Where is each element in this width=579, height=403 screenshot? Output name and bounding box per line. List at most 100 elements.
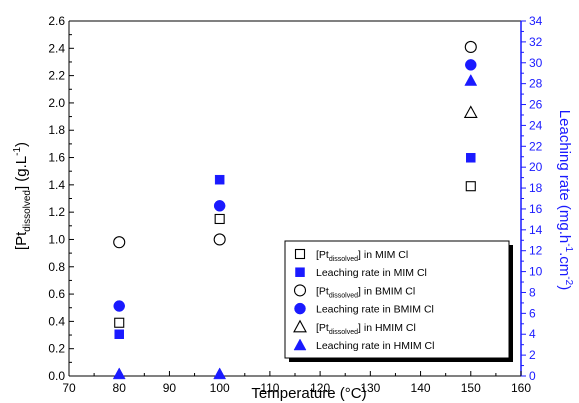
legend-marker xyxy=(294,248,306,260)
data-point xyxy=(213,200,226,212)
y-right-label-end: ) xyxy=(556,285,573,290)
series-6 xyxy=(112,73,478,380)
y-left-label-end: ) xyxy=(13,142,30,147)
y-left-tick-label: 2.0 xyxy=(48,96,65,110)
legend-label: [Ptdissolved] in MIM Cl xyxy=(316,249,408,263)
y-right-tick-label: 18 xyxy=(529,181,543,195)
legend-label-prefix: Leaching rate in HMIM Cl xyxy=(316,340,434,352)
x-tick-label: 70 xyxy=(62,381,76,395)
legend-marker xyxy=(293,338,307,351)
data-point xyxy=(464,40,477,53)
y-left-tick-label: 1.4 xyxy=(48,178,65,192)
legend-label-prefix: [Pt xyxy=(316,249,329,261)
legend-box xyxy=(284,240,510,359)
y-right-tick-label: 26 xyxy=(529,98,543,112)
legend-label-prefix: [Pt xyxy=(316,322,329,334)
y-right-tick-label: 20 xyxy=(529,160,543,174)
y-left-tick-label: 2.6 xyxy=(48,14,65,28)
y-right-tick-label: 0 xyxy=(529,369,536,383)
y-left-tick-label: 0.2 xyxy=(48,342,65,356)
x-tick-label: 130 xyxy=(360,381,380,395)
y-right-label-main: Leaching rate (mg.h xyxy=(556,110,573,243)
y-right-tick-label: 8 xyxy=(529,285,536,299)
x-tick-label: 80 xyxy=(113,381,127,395)
x-tick-label: 150 xyxy=(461,381,481,395)
y-left-tick-label: 0.6 xyxy=(48,287,65,301)
legend-label-prefix: Leaching rate in MIM Cl xyxy=(316,267,427,279)
legend-label-suffix: ] in MIM Cl xyxy=(358,249,408,261)
x-tick-label: 90 xyxy=(163,381,177,395)
legend-label-sub: dissolved xyxy=(329,292,358,299)
series-3 xyxy=(113,40,477,249)
ticks: 70 80 90 100 110 120 130 140 150 1600.00.20.40.60… xyxy=(48,14,542,395)
data-points xyxy=(112,40,478,380)
legend-marker xyxy=(293,319,307,333)
data-point xyxy=(114,317,125,328)
x-tick-label: 120 xyxy=(310,381,330,395)
data-point xyxy=(213,233,226,246)
y-right-tick-label: 14 xyxy=(529,223,543,237)
y-left-label-main: [Pt xyxy=(13,231,30,250)
x-tick-label: 140 xyxy=(411,381,431,395)
legend-marker xyxy=(294,302,306,315)
legend-label: Leaching rate in BMIM Cl xyxy=(316,304,434,316)
series-4 xyxy=(113,59,477,312)
y-left-tick-label: 0.8 xyxy=(48,260,65,274)
legend-label-sub: dissolved xyxy=(329,329,358,336)
y-right-tick-label: 32 xyxy=(529,35,543,49)
legend-marker xyxy=(293,284,307,297)
y-right-label-sup2: -2 xyxy=(563,276,574,285)
y-left-tick-label: 1.0 xyxy=(48,232,65,246)
data-point xyxy=(114,329,124,339)
data-point xyxy=(465,181,476,192)
legend-label-prefix: [Pt xyxy=(316,285,329,297)
y-right-tick-label: 12 xyxy=(529,244,543,258)
y-left-label-tail: ] (g.L xyxy=(13,156,30,190)
series-5 xyxy=(463,105,478,119)
x-tick-label: 160 xyxy=(511,381,531,395)
series-1 xyxy=(114,181,476,328)
legend-label: Leaching rate in MIM Cl xyxy=(316,267,427,279)
y-right-tick-label: 34 xyxy=(529,14,543,28)
series-2 xyxy=(114,153,476,339)
y-right-tick-label: 4 xyxy=(529,327,536,341)
data-point xyxy=(214,174,225,185)
data-point xyxy=(113,300,125,312)
y-left-label-sup: -1 xyxy=(12,147,23,156)
data-point xyxy=(214,213,225,225)
data-point xyxy=(465,59,477,71)
legend-label: [Ptdissolved] in BMIM Cl xyxy=(316,285,415,299)
y-right-tick-label: 2 xyxy=(529,348,536,362)
legend-label-sub: dissolved xyxy=(329,256,358,263)
y-right-tick-label: 28 xyxy=(529,77,543,91)
y-right-label-mid: .cm xyxy=(556,252,573,276)
y-right-tick-label: 16 xyxy=(529,202,543,216)
y-left-tick-label: 1.2 xyxy=(48,205,65,219)
legend-label: Leaching rate in HMIM Cl xyxy=(316,340,434,352)
data-point xyxy=(466,153,476,163)
legend-label-prefix: Leaching rate in BMIM Cl xyxy=(316,304,434,316)
legend-label: [Ptdissolved] in HMIM Cl xyxy=(316,322,416,336)
data-point xyxy=(464,73,478,86)
data-point xyxy=(112,367,126,380)
y-left-label-sub: dissolved xyxy=(22,190,33,232)
legend-label-suffix: ] in HMIM Cl xyxy=(358,322,416,334)
x-axis-label: Temperature (°C) xyxy=(251,385,366,402)
y-left-tick-label: 1.8 xyxy=(48,123,65,137)
legend-label-suffix: ] in BMIM Cl xyxy=(358,285,415,297)
x-tick-label: 100 xyxy=(210,381,230,395)
y-right-label-sup1: -1 xyxy=(563,243,574,252)
y-axis-right-label: Leaching rate (mg.h-1.cm-2) xyxy=(556,110,574,290)
y-left-tick-label: 0.0 xyxy=(48,369,65,383)
y-left-tick-label: 2.2 xyxy=(48,69,65,83)
y-right-tick-label: 22 xyxy=(529,139,543,153)
legend-marker xyxy=(295,267,305,277)
x-tick-label: 110 xyxy=(260,381,279,395)
y-left-tick-label: 2.4 xyxy=(48,41,65,55)
y-axis-left-label: [Ptdissolved] (g.L-1) xyxy=(12,142,33,250)
y-right-tick-label: 6 xyxy=(529,306,536,320)
y-left-tick-label: 1.6 xyxy=(48,151,65,165)
y-right-tick-label: 10 xyxy=(529,265,543,279)
